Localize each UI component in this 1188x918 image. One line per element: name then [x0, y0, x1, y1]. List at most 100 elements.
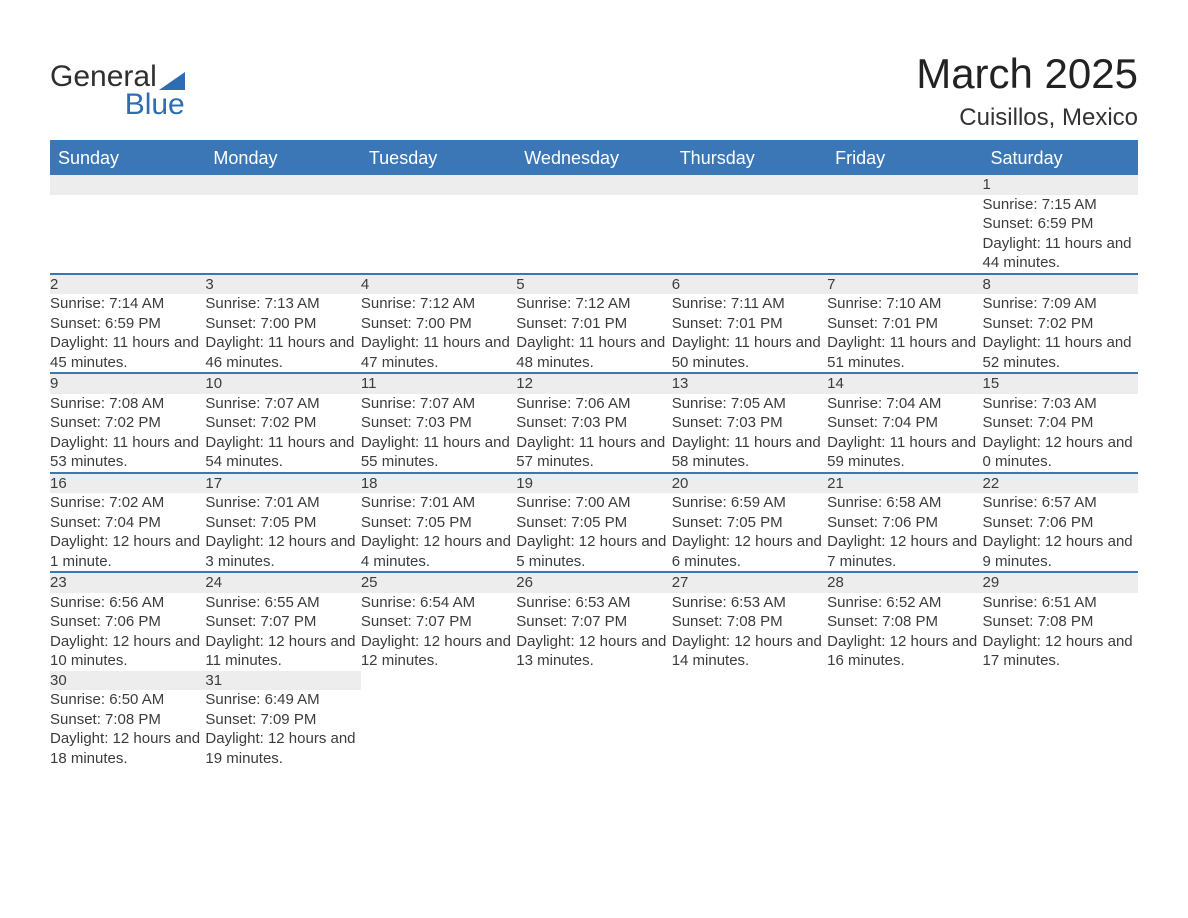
- day-detail-cell: Sunrise: 6:53 AMSunset: 7:07 PMDaylight:…: [516, 593, 671, 671]
- day-number-cell: 19: [516, 473, 671, 494]
- sunset-line: Sunset: 7:06 PM: [50, 612, 205, 632]
- day-number-cell: [672, 175, 827, 195]
- sunrise-line: Sunrise: 6:57 AM: [983, 493, 1138, 513]
- day-number-cell: 14: [827, 373, 982, 394]
- day-number-cell: 23: [50, 572, 205, 593]
- calendar-header-cell: Saturday: [983, 141, 1138, 175]
- daylight-line: Daylight: 12 hours and 0 minutes.: [983, 433, 1138, 472]
- sunrise-line: Sunrise: 7:03 AM: [983, 394, 1138, 414]
- day-number-cell: 28: [827, 572, 982, 593]
- sunset-line: Sunset: 7:07 PM: [361, 612, 516, 632]
- daylight-line: Daylight: 12 hours and 18 minutes.: [50, 729, 205, 768]
- sunrise-line: Sunrise: 7:12 AM: [516, 294, 671, 314]
- calendar-detail-row: Sunrise: 7:14 AMSunset: 6:59 PMDaylight:…: [50, 294, 1138, 373]
- day-number-cell: [983, 671, 1138, 691]
- sunset-line: Sunset: 7:06 PM: [827, 513, 982, 533]
- day-detail-cell: Sunrise: 6:58 AMSunset: 7:06 PMDaylight:…: [827, 493, 982, 572]
- daylight-line: Daylight: 12 hours and 7 minutes.: [827, 532, 982, 571]
- day-number-cell: [827, 671, 982, 691]
- day-number-cell: 15: [983, 373, 1138, 394]
- day-detail-cell: Sunrise: 7:13 AMSunset: 7:00 PMDaylight:…: [205, 294, 360, 373]
- daylight-line: Daylight: 12 hours and 16 minutes.: [827, 632, 982, 671]
- daylight-line: Daylight: 12 hours and 17 minutes.: [983, 632, 1138, 671]
- daylight-line: Daylight: 12 hours and 19 minutes.: [205, 729, 360, 768]
- day-detail-cell: [827, 195, 982, 274]
- day-number-cell: 18: [361, 473, 516, 494]
- daylight-line: Daylight: 12 hours and 12 minutes.: [361, 632, 516, 671]
- sunset-line: Sunset: 7:07 PM: [516, 612, 671, 632]
- day-number-cell: 20: [672, 473, 827, 494]
- day-detail-cell: Sunrise: 7:04 AMSunset: 7:04 PMDaylight:…: [827, 394, 982, 473]
- sunset-line: Sunset: 7:00 PM: [361, 314, 516, 334]
- sunrise-line: Sunrise: 6:58 AM: [827, 493, 982, 513]
- day-number-cell: 13: [672, 373, 827, 394]
- day-number-cell: 11: [361, 373, 516, 394]
- day-detail-cell: Sunrise: 6:54 AMSunset: 7:07 PMDaylight:…: [361, 593, 516, 671]
- sunset-line: Sunset: 7:08 PM: [983, 612, 1138, 632]
- sunset-line: Sunset: 7:05 PM: [672, 513, 827, 533]
- day-number-cell: 9: [50, 373, 205, 394]
- day-detail-cell: Sunrise: 7:01 AMSunset: 7:05 PMDaylight:…: [205, 493, 360, 572]
- sunset-line: Sunset: 7:06 PM: [983, 513, 1138, 533]
- daylight-line: Daylight: 11 hours and 46 minutes.: [205, 333, 360, 372]
- day-number-cell: [516, 671, 671, 691]
- calendar-detail-row: Sunrise: 7:15 AMSunset: 6:59 PMDaylight:…: [50, 195, 1138, 274]
- daylight-line: Daylight: 12 hours and 6 minutes.: [672, 532, 827, 571]
- sunset-line: Sunset: 7:04 PM: [50, 513, 205, 533]
- sunrise-line: Sunrise: 7:14 AM: [50, 294, 205, 314]
- sunrise-line: Sunrise: 6:52 AM: [827, 593, 982, 613]
- daylight-line: Daylight: 11 hours and 59 minutes.: [827, 433, 982, 472]
- sunset-line: Sunset: 7:02 PM: [983, 314, 1138, 334]
- sunrise-line: Sunrise: 7:07 AM: [205, 394, 360, 414]
- day-number-cell: 5: [516, 274, 671, 295]
- day-detail-cell: Sunrise: 7:07 AMSunset: 7:02 PMDaylight:…: [205, 394, 360, 473]
- sunset-line: Sunset: 7:05 PM: [516, 513, 671, 533]
- daylight-line: Daylight: 11 hours and 57 minutes.: [516, 433, 671, 472]
- day-detail-cell: Sunrise: 6:55 AMSunset: 7:07 PMDaylight:…: [205, 593, 360, 671]
- sunset-line: Sunset: 7:07 PM: [205, 612, 360, 632]
- day-detail-cell: Sunrise: 6:59 AMSunset: 7:05 PMDaylight:…: [672, 493, 827, 572]
- sunset-line: Sunset: 6:59 PM: [983, 214, 1138, 234]
- day-detail-cell: Sunrise: 7:02 AMSunset: 7:04 PMDaylight:…: [50, 493, 205, 572]
- calendar-daynum-row: 3031: [50, 671, 1138, 691]
- day-detail-cell: Sunrise: 7:14 AMSunset: 6:59 PMDaylight:…: [50, 294, 205, 373]
- sunset-line: Sunset: 7:09 PM: [205, 710, 360, 730]
- sunset-line: Sunset: 7:05 PM: [205, 513, 360, 533]
- day-detail-cell: Sunrise: 7:03 AMSunset: 7:04 PMDaylight:…: [983, 394, 1138, 473]
- day-detail-cell: Sunrise: 7:06 AMSunset: 7:03 PMDaylight:…: [516, 394, 671, 473]
- header: General Blue March 2025 Cuisillos, Mexic…: [50, 50, 1138, 132]
- day-detail-cell: Sunrise: 6:56 AMSunset: 7:06 PMDaylight:…: [50, 593, 205, 671]
- daylight-line: Daylight: 11 hours and 50 minutes.: [672, 333, 827, 372]
- sunset-line: Sunset: 7:01 PM: [516, 314, 671, 334]
- sunrise-line: Sunrise: 6:59 AM: [672, 493, 827, 513]
- sunset-line: Sunset: 7:01 PM: [827, 314, 982, 334]
- daylight-line: Daylight: 12 hours and 13 minutes.: [516, 632, 671, 671]
- sunrise-line: Sunrise: 7:05 AM: [672, 394, 827, 414]
- calendar-header-cell: Sunday: [50, 141, 205, 175]
- daylight-line: Daylight: 12 hours and 10 minutes.: [50, 632, 205, 671]
- daylight-line: Daylight: 11 hours and 51 minutes.: [827, 333, 982, 372]
- daylight-line: Daylight: 12 hours and 5 minutes.: [516, 532, 671, 571]
- sunrise-line: Sunrise: 7:02 AM: [50, 493, 205, 513]
- calendar-daynum-row: 16171819202122: [50, 473, 1138, 494]
- day-number-cell: 12: [516, 373, 671, 394]
- daylight-line: Daylight: 11 hours and 53 minutes.: [50, 433, 205, 472]
- day-number-cell: 21: [827, 473, 982, 494]
- day-number-cell: 2: [50, 274, 205, 295]
- day-detail-cell: Sunrise: 7:12 AMSunset: 7:01 PMDaylight:…: [516, 294, 671, 373]
- sunrise-line: Sunrise: 6:51 AM: [983, 593, 1138, 613]
- page-title: March 2025: [916, 50, 1138, 98]
- sunset-line: Sunset: 7:05 PM: [361, 513, 516, 533]
- day-detail-cell: Sunrise: 6:53 AMSunset: 7:08 PMDaylight:…: [672, 593, 827, 671]
- sunset-line: Sunset: 7:04 PM: [983, 413, 1138, 433]
- day-number-cell: [516, 175, 671, 195]
- calendar-daynum-row: 9101112131415: [50, 373, 1138, 394]
- day-number-cell: 25: [361, 572, 516, 593]
- sunset-line: Sunset: 6:59 PM: [50, 314, 205, 334]
- daylight-line: Daylight: 11 hours and 45 minutes.: [50, 333, 205, 372]
- sunrise-line: Sunrise: 6:50 AM: [50, 690, 205, 710]
- day-detail-cell: Sunrise: 7:09 AMSunset: 7:02 PMDaylight:…: [983, 294, 1138, 373]
- day-detail-cell: Sunrise: 6:50 AMSunset: 7:08 PMDaylight:…: [50, 690, 205, 768]
- day-number-cell: [50, 175, 205, 195]
- daylight-line: Daylight: 11 hours and 48 minutes.: [516, 333, 671, 372]
